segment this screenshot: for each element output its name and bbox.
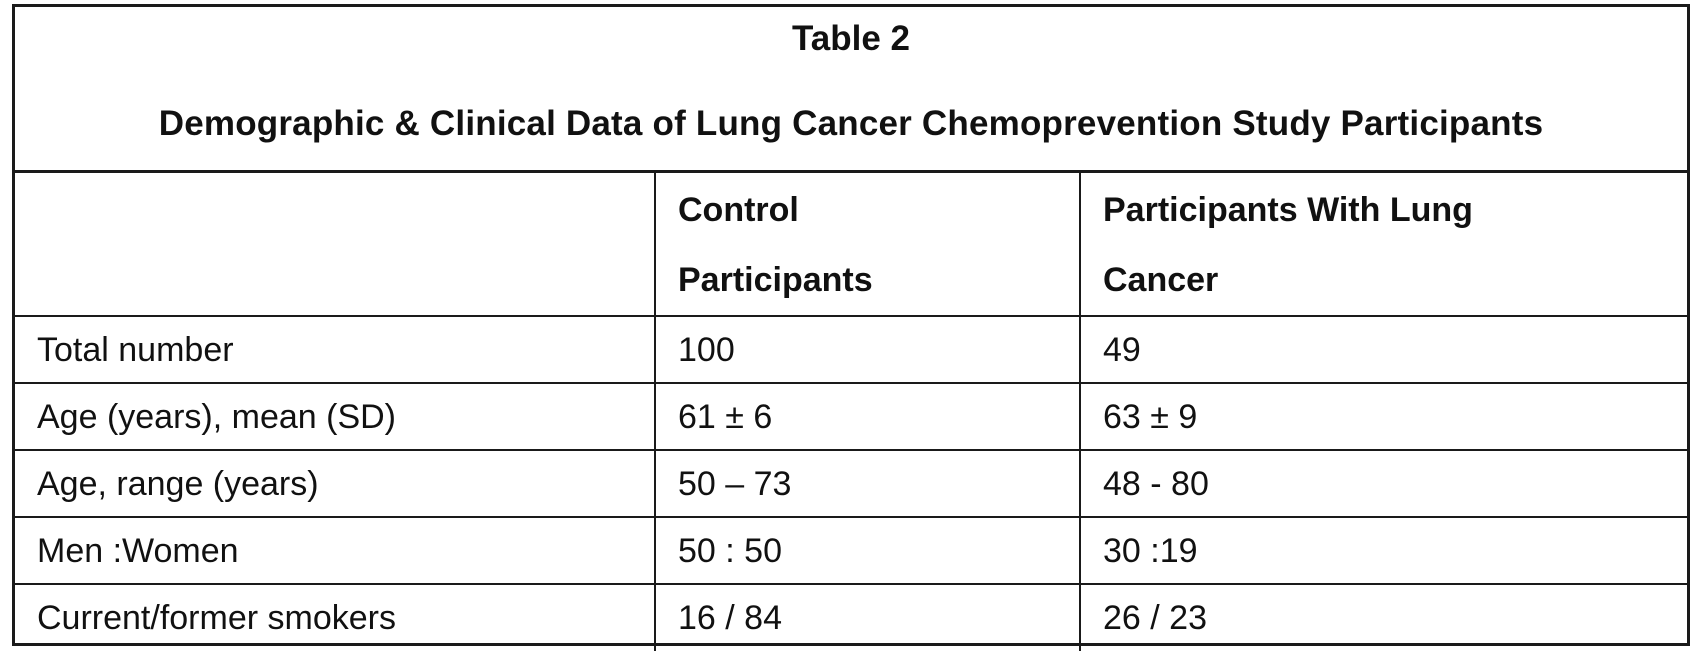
header-cell-lung-cancer: Participants With Lung Cancer <box>1080 173 1687 316</box>
table-row: Age, range (years) 50 – 73 48 - 80 <box>15 450 1687 517</box>
header-control-line1: Control <box>678 191 799 229</box>
header-cell-control: Control Participants <box>655 173 1080 316</box>
header-cancer-line1: Participants With Lung <box>1103 191 1473 229</box>
row-label: Age (years), mean (SD) <box>15 383 655 450</box>
row-label: Current/former smokers <box>15 584 655 651</box>
row-label: Total number <box>15 316 655 383</box>
cancer-value: 48 - 80 <box>1080 450 1687 517</box>
table-row: Current/former smokers 16 / 84 26 / 23 <box>15 584 1687 651</box>
table-row: Age (years), mean (SD) 61 ± 6 63 ± 9 <box>15 383 1687 450</box>
cancer-value: 26 / 23 <box>1080 584 1687 651</box>
cancer-value: 30 :19 <box>1080 517 1687 584</box>
cancer-value: 49 <box>1080 316 1687 383</box>
control-value: 16 / 84 <box>655 584 1080 651</box>
table-title: Demographic & Clinical Data of Lung Canc… <box>15 56 1687 141</box>
data-table: Control Participants Participants With L… <box>15 173 1687 651</box>
row-label: Age, range (years) <box>15 450 655 517</box>
table-header-row: Control Participants Participants With L… <box>15 173 1687 316</box>
header-cancer-line2: Cancer <box>1103 261 1218 299</box>
cancer-value: 63 ± 9 <box>1080 383 1687 450</box>
control-value: 50 : 50 <box>655 517 1080 584</box>
table-frame: Table 2 Demographic & Clinical Data of L… <box>12 4 1690 646</box>
control-value: 100 <box>655 316 1080 383</box>
table-row: Men :Women 50 : 50 30 :19 <box>15 517 1687 584</box>
header-control-line2: Participants <box>678 261 873 299</box>
control-value: 50 – 73 <box>655 450 1080 517</box>
header-cell-label <box>15 173 655 316</box>
row-label: Men :Women <box>15 517 655 584</box>
control-value: 61 ± 6 <box>655 383 1080 450</box>
table-title-block: Table 2 Demographic & Clinical Data of L… <box>15 7 1687 173</box>
table-number: Table 2 <box>15 7 1687 56</box>
table-row: Total number 100 49 <box>15 316 1687 383</box>
